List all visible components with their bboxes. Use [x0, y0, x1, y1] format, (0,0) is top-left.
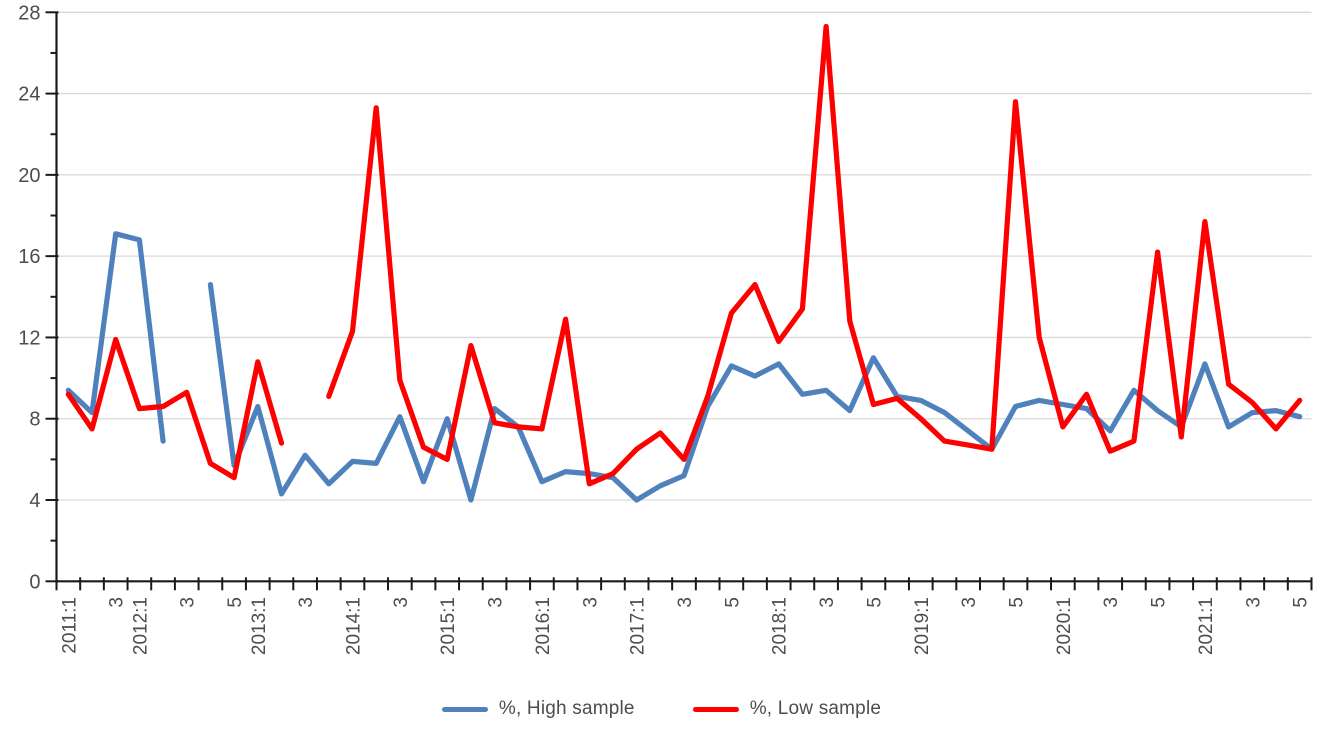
x-tick-label: 5 — [225, 597, 246, 608]
y-tick-label: 12 — [18, 327, 40, 349]
x-tick-label: 2016:1 — [533, 597, 554, 655]
x-tick-label: 3 — [817, 597, 838, 608]
x-tick-label: 2020:1 — [1054, 597, 1075, 655]
y-tick-label: 24 — [18, 84, 40, 106]
chart-legend: %, High sample %, Low sample — [0, 698, 1323, 720]
x-tick-label: 2013:1 — [249, 597, 270, 655]
x-tick-label: 3 — [1101, 597, 1122, 608]
low-sample-line-swatch — [692, 706, 739, 712]
x-tick-label: 3 — [486, 597, 507, 608]
x-tick-label: 2011:1 — [59, 597, 80, 654]
y-tick-label: 20 — [18, 165, 40, 187]
x-tick-label: 5 — [1007, 597, 1028, 608]
x-tick-label: 3 — [1243, 597, 1264, 608]
x-tick-label: 5 — [722, 597, 743, 608]
high-sample-line-swatch — [441, 706, 488, 712]
y-tick-label: 0 — [29, 571, 40, 593]
x-tick-label: 2018:1 — [770, 597, 791, 655]
series-line-0 — [65, 231, 1303, 503]
x-tick-label: 3 — [959, 597, 980, 608]
y-tick-label: 16 — [18, 246, 40, 268]
x-tick-label: 2017:1 — [628, 597, 649, 655]
x-tick-label: 2019:1 — [912, 597, 933, 655]
x-tick-label: 3 — [296, 597, 317, 608]
x-tick-label: 3 — [107, 597, 128, 608]
x-tick-label: 3 — [391, 597, 412, 608]
x-tick-label: 3 — [675, 597, 696, 608]
x-tick-label: 2015:1 — [438, 597, 459, 655]
x-tick-label: 2021:1 — [1196, 597, 1217, 655]
x-tick-label: 5 — [1149, 597, 1170, 608]
x-tick-label: 3 — [178, 597, 199, 608]
y-tick-label: 4 — [29, 490, 40, 512]
y-tick-label: 28 — [18, 2, 40, 24]
x-tick-label: 3 — [580, 597, 601, 608]
legend-label-high-sample: %, High sample — [498, 698, 635, 719]
legend-item-low-sample: %, Low sample — [692, 698, 882, 720]
x-tick-label: 5 — [864, 597, 885, 608]
y-tick-label: 8 — [29, 409, 40, 431]
x-tick-label: 2014:1 — [343, 597, 364, 655]
series-line-1 — [65, 23, 1303, 487]
legend-label-low-sample: %, Low sample — [749, 698, 882, 719]
x-tick-label: 2012:1 — [130, 597, 151, 655]
legend-item-high-sample: %, High sample — [441, 698, 635, 720]
x-tick-label: 5 — [1291, 597, 1312, 608]
